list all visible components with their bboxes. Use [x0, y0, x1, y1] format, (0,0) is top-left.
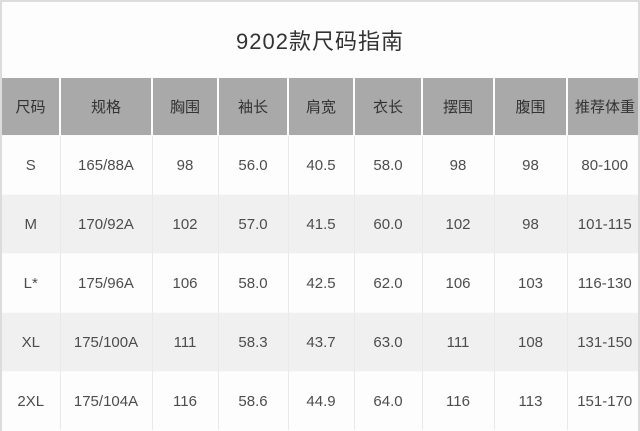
table-cell: 102 — [421, 194, 494, 254]
table-row-2xl: 2XL 175/104A 116 58.6 44.9 64.0 116 113 … — [2, 371, 638, 430]
table-cell: M — [24, 215, 38, 233]
header-cell-spec: 规格 — [59, 78, 152, 136]
table-cell: 116 — [151, 371, 218, 430]
header-cell-size: 尺码 — [2, 78, 60, 136]
header-cell-sleeve-length: 袖长 — [217, 78, 288, 136]
table-cell: 58.0 — [353, 135, 422, 195]
table-cell: 43.7 — [287, 312, 354, 372]
table-cell: 111 — [151, 312, 218, 372]
table-cell: 106 — [421, 253, 494, 313]
table-cell: 2XL — [17, 392, 45, 410]
table-cell: 116-130 — [566, 253, 638, 313]
page-title: 9202款尺码指南 — [2, 2, 638, 78]
table-cell: 98 — [421, 135, 494, 195]
table-header-row: 尺码 规格 胸围 袖长 肩宽 衣长 摆围 腹围 推荐体重 — [2, 78, 638, 136]
table-cell: 98 — [493, 194, 567, 254]
table-cell: 165/88A — [59, 135, 152, 195]
size-chart-table: 尺码 规格 胸围 袖长 肩宽 衣长 摆围 腹围 推荐体重 S 165/88A 9… — [2, 78, 638, 430]
table-cell: L* — [23, 274, 38, 292]
table-cell: 101-115 — [566, 194, 638, 254]
header-cell-chest: 胸围 — [151, 78, 218, 136]
table-cell: 106 — [151, 253, 218, 313]
table-cell: 42.5 — [287, 253, 354, 313]
table-cell: 102 — [151, 194, 218, 254]
table-cell: 40.5 — [287, 135, 354, 195]
table-cell: 56.0 — [217, 135, 288, 195]
table-cell: 98 — [151, 135, 218, 195]
table-row-xl: XL 175/100A 111 58.3 43.7 63.0 111 108 1… — [2, 312, 638, 372]
table-cell: 41.5 — [287, 194, 354, 254]
table-row-m: M 170/92A 102 57.0 41.5 60.0 102 98 101-… — [2, 194, 638, 254]
table-cell: 57.0 — [217, 194, 288, 254]
table-cell: 111 — [421, 312, 494, 372]
table-cell: 58.3 — [217, 312, 288, 372]
table-cell: 44.9 — [287, 371, 354, 430]
header-cell-hem: 摆围 — [421, 78, 494, 136]
table-cell: 80-100 — [566, 135, 638, 195]
table-cell: 103 — [493, 253, 567, 313]
table-cell: 64.0 — [353, 371, 422, 430]
header-cell-shoulder-width: 肩宽 — [287, 78, 354, 136]
table-cell: S — [25, 156, 36, 174]
table-cell: 151-170 — [566, 371, 638, 430]
table-cell: 116 — [421, 371, 494, 430]
table-cell: 175/96A — [59, 253, 152, 313]
table-cell: 170/92A — [59, 194, 152, 254]
table-cell: 175/104A — [59, 371, 152, 430]
table-cell: 98 — [493, 135, 567, 195]
table-cell: 58.0 — [217, 253, 288, 313]
table-cell: 108 — [493, 312, 567, 372]
table-cell: 131-150 — [566, 312, 638, 372]
table-cell: 175/100A — [59, 312, 152, 372]
header-cell-garment-length: 衣长 — [353, 78, 422, 136]
table-cell: 58.6 — [217, 371, 288, 430]
table-cell: 63.0 — [353, 312, 422, 372]
table-cell: XL — [21, 333, 40, 351]
table-cell: 113 — [493, 371, 567, 430]
table-row-s: S 165/88A 98 56.0 40.5 58.0 98 98 80-100 — [2, 135, 638, 195]
header-cell-waist: 腹围 — [493, 78, 567, 136]
table-cell: 60.0 — [353, 194, 422, 254]
header-cell-recommended-weight: 推荐体重 — [566, 78, 638, 136]
table-cell: 62.0 — [353, 253, 422, 313]
table-row-l: L* 175/96A 106 58.0 42.5 62.0 106 103 11… — [2, 253, 638, 313]
